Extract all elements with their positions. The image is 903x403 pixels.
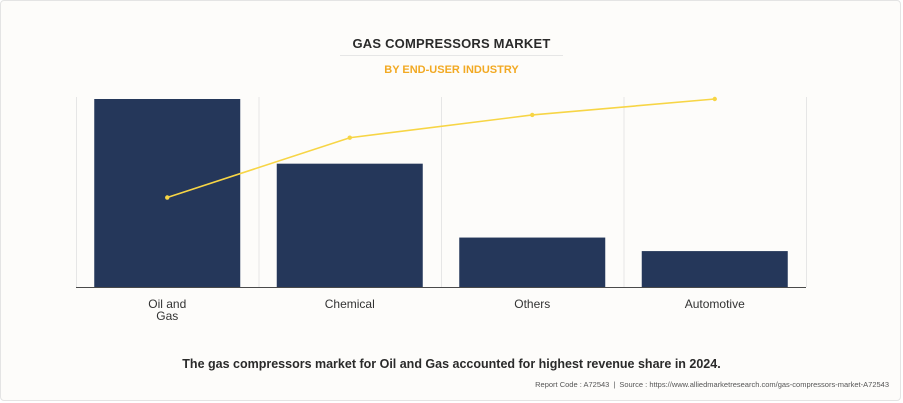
cumulative-line bbox=[165, 96, 717, 200]
chart-title: GAS COMPRESSORS MARKET bbox=[352, 36, 551, 51]
x-tick-label: Chemical bbox=[325, 297, 375, 311]
line-point-others bbox=[530, 112, 535, 118]
x-tick-label: Automotive bbox=[685, 297, 745, 311]
line-path bbox=[167, 98, 715, 199]
report-code: Report Code : A72543 bbox=[535, 380, 610, 389]
x-tick-labels: Oil and Gas Chemical Others Automotive bbox=[148, 297, 745, 323]
x-tick-label: Oil and Gas bbox=[148, 297, 186, 323]
x-tick-label: Others bbox=[514, 297, 550, 311]
chart-caption: The gas compressors market for Oil and G… bbox=[182, 357, 721, 371]
source-url[interactable]: Source : https://www.alliedmarketresearc… bbox=[619, 380, 889, 389]
bar-others bbox=[459, 237, 606, 287]
bars bbox=[94, 99, 788, 287]
line-point-chemical bbox=[347, 135, 352, 140]
title-divider bbox=[340, 55, 563, 56]
line-point-automotive bbox=[712, 96, 717, 102]
line-point-oil-and-gas bbox=[165, 195, 170, 200]
bar-chemical bbox=[276, 163, 423, 287]
chart-subtitle: BY END-USER INDUSTRY bbox=[384, 64, 519, 76]
source-note: Report Code : A72543 | Source : https://ww… bbox=[535, 380, 889, 389]
bar-oil-and-gas bbox=[94, 99, 241, 287]
grid-lines bbox=[76, 97, 807, 287]
bar-automotive bbox=[641, 251, 788, 287]
source-separator: | bbox=[613, 380, 616, 389]
